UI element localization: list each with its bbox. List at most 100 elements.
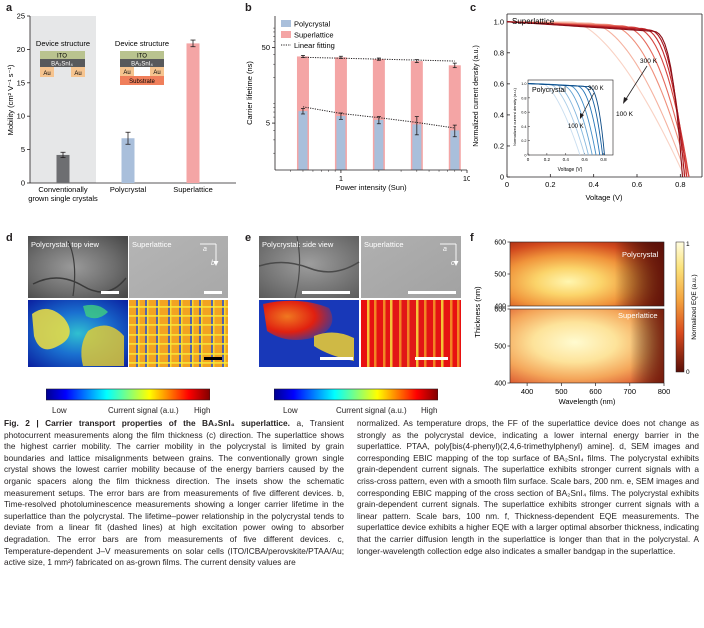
d-ebic-grid-line-v-bright <box>192 300 194 367</box>
inset-left-au-right <box>71 67 85 77</box>
f-xtick-label: 600 <box>589 387 602 396</box>
e-ebic-stripe <box>424 300 427 367</box>
d-colorbar-title: Current signal (a.u.) <box>108 406 179 415</box>
panel-letter-c: c <box>470 2 477 14</box>
d-ebic-grid-line-v-bright <box>201 300 203 367</box>
panel-c-inset-xtick-label: 0 <box>527 157 530 162</box>
e-ebic-superlattice <box>361 300 461 367</box>
legend-polycrystal-swatch <box>281 20 291 27</box>
panel-c-main-label: Superlattice <box>512 17 555 26</box>
panel-c-ytick-label: 1.0 <box>494 17 504 26</box>
inset-right-au-left-label: Au <box>123 70 130 76</box>
d-ebic-grid-line-v-bright <box>181 300 183 367</box>
f-ytick-label: 600 <box>494 240 506 247</box>
e-sem-sl-scalebar <box>408 291 456 294</box>
panel-b-xtick-label: 1 <box>339 174 343 183</box>
panel-c-xlabel: Voltage (V) <box>585 193 623 202</box>
panel-a-ytick-label: 25 <box>17 12 25 21</box>
panel-a-bar <box>56 154 70 183</box>
panel-b-ylabel: Carrier lifetime (ns) <box>245 61 254 125</box>
panel-a-cat-1-line-1: Conventionally <box>38 185 87 194</box>
caption-right-text: normalized. As temperature drops, the FF… <box>357 418 699 556</box>
panel-c-arrow-start-label: 300 K <box>640 58 658 65</box>
f-colorbar <box>675 241 685 373</box>
d-sem-sl-scalebar <box>204 291 222 294</box>
panel-e-title-right: Superlattice <box>364 240 404 249</box>
inset-left-perovskite-label: BA₂SnI₄ <box>51 62 73 68</box>
inset-right-au-left <box>120 67 134 76</box>
legend-fit-label: Linear fitting <box>294 41 335 50</box>
panel-c-inset-arrow-head <box>580 113 584 119</box>
inset-right-au-right-label: Au <box>153 70 160 76</box>
d-ebic-grid-line-v-bright <box>213 300 215 367</box>
d-ebic-grid-line-v <box>168 300 170 367</box>
panel-letter-d: d <box>6 232 13 244</box>
panel-b-chart: 5 50 1 10 Carrier lifetime (ns) Power inten… <box>245 16 470 192</box>
d-ebic-grid-line-v <box>179 300 181 367</box>
panel-b-bar-polycrystal <box>336 116 346 170</box>
inset-right-substrate-label: Substrate <box>129 79 155 85</box>
panel-a-bar <box>186 43 200 183</box>
legend-superlattice-swatch <box>281 31 291 38</box>
panel-c-inset-xtick-label: 0.6 <box>582 157 589 162</box>
f-ytick-label: 500 <box>494 272 506 279</box>
panel-a-ytick-label: 20 <box>17 45 25 54</box>
inset-left-ito-label: ITO <box>57 54 67 60</box>
panel-d-axis-indicator <box>200 243 219 266</box>
legend-polycrystal-label: Polycrystal <box>294 20 331 29</box>
legend-superlattice-label: Superlattice <box>294 31 334 40</box>
panel-letter-b: b <box>245 2 252 14</box>
d-ebic-sl-scalebar <box>204 357 222 360</box>
e-colorbar-high: High <box>421 406 438 415</box>
f-xtick-label: 400 <box>521 387 534 396</box>
panel-d-title-left: Polycrystal: top view <box>31 240 99 249</box>
panel-c-inset-arrow <box>581 92 595 116</box>
inset-left-au-right-label: Au <box>74 71 81 77</box>
e-ebic-poly-grain-1 <box>263 300 333 340</box>
d-sem-grain-boundary <box>32 277 127 293</box>
e-ebic-sl-scalebar <box>415 357 448 360</box>
panel-c-ytick-label: 0.2 <box>494 141 504 150</box>
panel-a-ytick-label: 15 <box>17 78 25 87</box>
panel-b-ytick-label: 5 <box>266 119 270 128</box>
e-ebic-stripe <box>457 300 460 367</box>
panel-c-xtick-label: 0.4 <box>588 180 598 189</box>
panel-b-bar-polycrystal <box>298 111 308 170</box>
e-ebic-stripe <box>441 300 444 367</box>
f-ytick-label: 600 <box>494 307 506 314</box>
caption-left-column: Fig. 2 | Carrier transport properties of… <box>4 418 344 569</box>
d-ebic-grid-line-v <box>145 300 147 367</box>
panel-e-axis-c: c <box>451 260 455 267</box>
panel-c-xtick-label: 0.8 <box>675 180 685 189</box>
d-ebic-poly-grain-3 <box>83 304 108 319</box>
panel-c-inset-label: Polycrystal <box>532 87 566 94</box>
d-ebic-grid-line-v-bright <box>138 300 140 367</box>
panel-c-ytick-label: 0.6 <box>494 79 504 88</box>
panel-c-jv-curve <box>506 21 684 178</box>
panel-a-cat-3: Superlattice <box>173 185 213 194</box>
inset-left-au-left-label: Au <box>43 71 50 77</box>
e-sem-superlattice <box>361 236 461 298</box>
panel-a-cat-2: Polycrystal <box>110 185 147 194</box>
f-xtick-label: 700 <box>624 387 637 396</box>
f-ylabel: Thickness (nm) <box>473 286 482 338</box>
d-ebic-grid-line-h <box>129 334 228 336</box>
d-ebic-grid-line-v-bright <box>147 300 149 367</box>
e-ebic-poly-grain-2 <box>314 332 354 361</box>
d-ebic-grid-line-v-bright <box>158 300 160 367</box>
panel-c-inset-xlabel: Voltage (V) <box>558 167 583 173</box>
d-ebic-grid-line-v <box>222 300 224 367</box>
panel-c-inset-ytick-label: 0.6 <box>521 111 526 115</box>
panel-c-xtick-label: 0 <box>505 180 509 189</box>
d-colorbar-high: High <box>194 406 211 415</box>
caption-figure-title: Fig. 2 | Carrier transport properties of… <box>4 418 290 428</box>
panel-e-axis-a: a <box>443 246 447 253</box>
panel-c-inset-jv-curve <box>527 83 605 156</box>
d-ebic-grid-line-h <box>129 315 228 317</box>
e-ebic-stripe <box>390 300 393 367</box>
panel-c-arrow-end-label: 100 K <box>616 111 634 118</box>
panel-e-axis-indicator <box>440 243 459 266</box>
panel-b-xlabel: Power intensity (Sun) <box>335 183 407 192</box>
d-ebic-grid-line-v-bright <box>224 300 226 367</box>
